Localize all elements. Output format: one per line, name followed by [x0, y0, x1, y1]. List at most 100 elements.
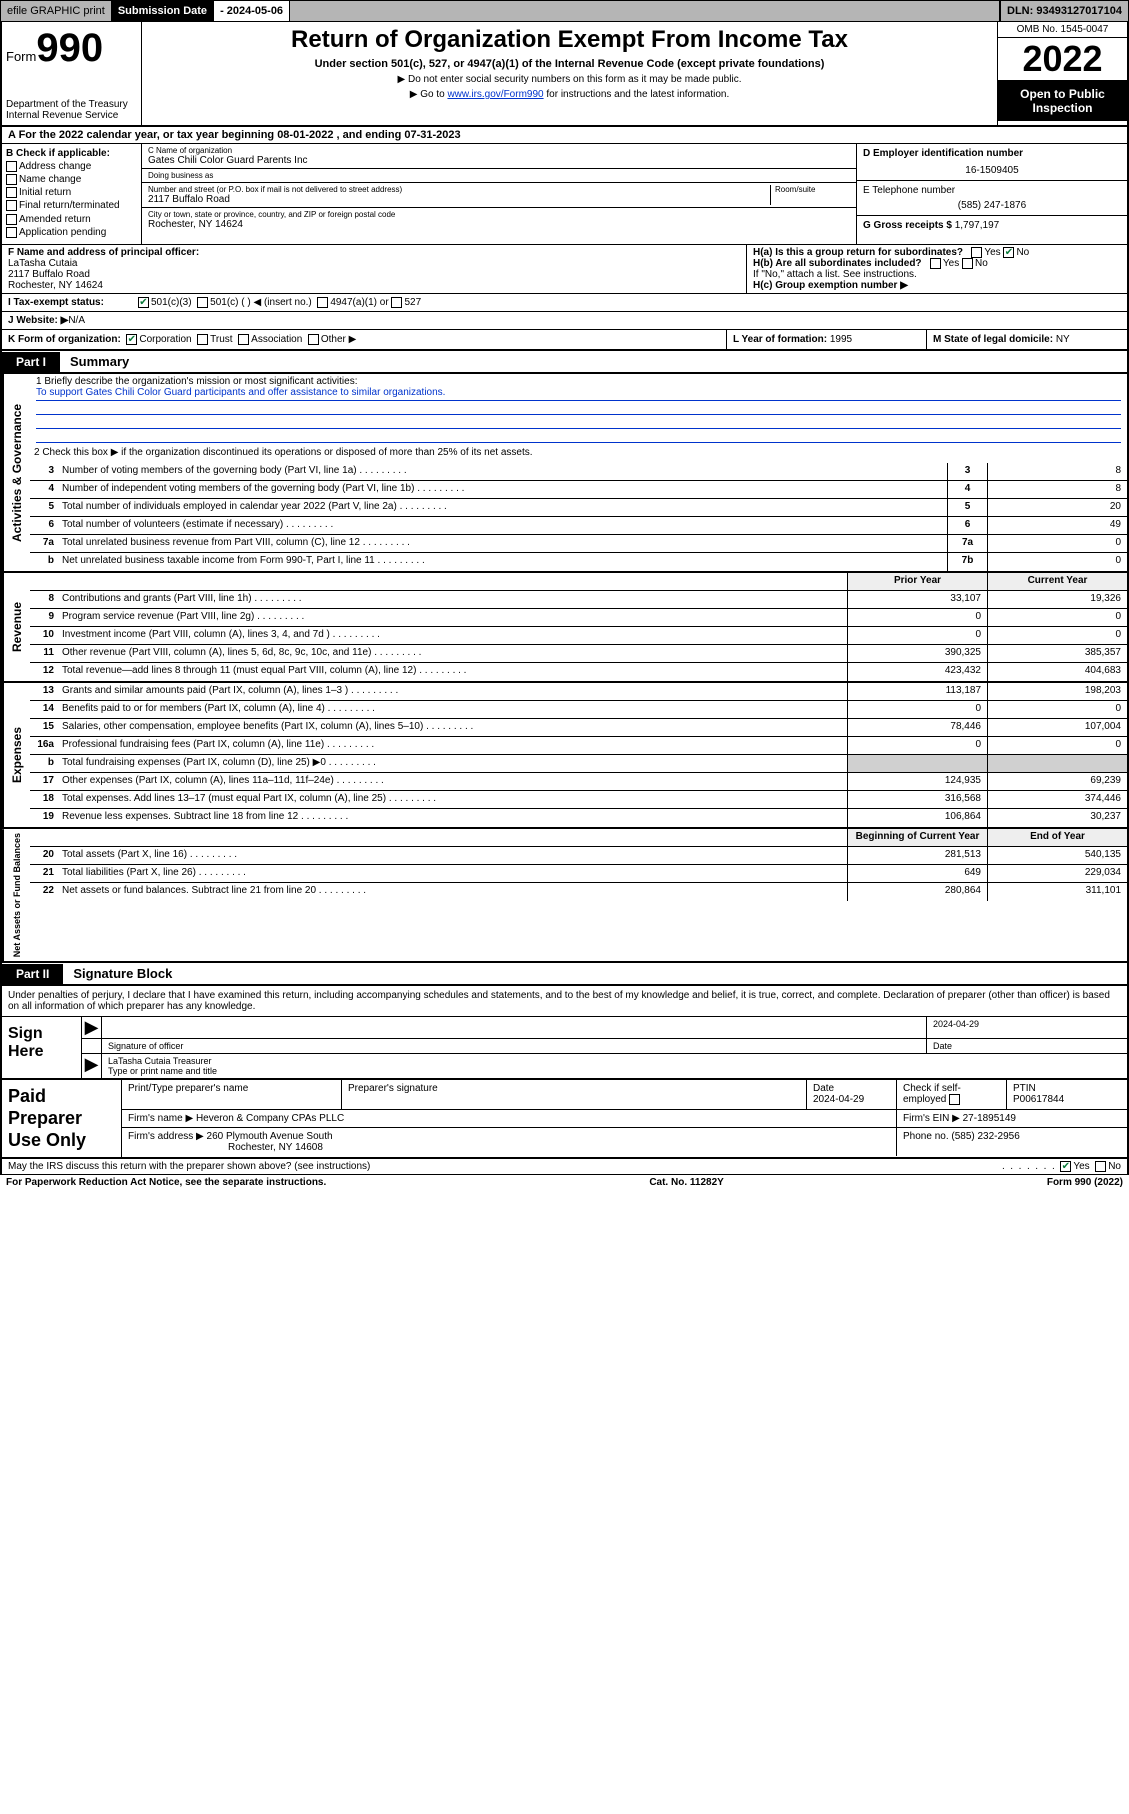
activities-governance-block: Activities & Governance 1 Briefly descri…	[0, 374, 1129, 573]
mission-label: 1 Briefly describe the organization's mi…	[36, 376, 1121, 387]
expenses-block: Expenses 13Grants and similar amounts pa…	[0, 683, 1129, 829]
line-22: 22Net assets or fund balances. Subtract …	[30, 883, 1127, 901]
prep-firm: Firm's name ▶ Heveron & Company CPAs PLL…	[122, 1110, 897, 1127]
paid-preparer-grid: Paid Preparer Use Only Print/Type prepar…	[0, 1080, 1129, 1159]
sig-date-label: Date	[927, 1039, 1127, 1053]
line-15: 15Salaries, other compensation, employee…	[30, 719, 1127, 737]
prep-firm-row: Firm's name ▶ Heveron & Company CPAs PLL…	[122, 1110, 1127, 1128]
f-addr2: Rochester, NY 14624	[8, 280, 740, 291]
footer-bottom: For Paperwork Reduction Act Notice, see …	[0, 1175, 1129, 1190]
irs-label: Internal Revenue Service	[6, 110, 137, 121]
net-assets-block: Net Assets or Fund Balances Beginning of…	[0, 829, 1129, 963]
line-7a: 7aTotal unrelated business revenue from …	[30, 535, 1127, 553]
current-year-hdr: Current Year	[987, 573, 1127, 590]
ein-label: D Employer identification number	[863, 148, 1121, 159]
irs-link[interactable]: www.irs.gov/Form990	[447, 89, 543, 100]
col-d-ein-tel: D Employer identification number 16-1509…	[857, 144, 1127, 244]
sig-row-3: ▶ LaTasha Cutaia Treasurer Type or print…	[82, 1054, 1127, 1078]
form-header: Form990 Department of the Treasury Inter…	[0, 22, 1129, 127]
cb-501c3[interactable]	[138, 297, 149, 308]
hb-note: If "No," attach a list. See instructions…	[753, 269, 1121, 280]
sig-row-1: ▶ 2024-04-29	[82, 1017, 1127, 1039]
tax-year: 2022	[998, 38, 1127, 81]
row-i-tax-exempt: I Tax-exempt status: 501(c)(3) 501(c) ( …	[0, 294, 1129, 312]
side-net-assets: Net Assets or Fund Balances	[2, 829, 30, 961]
tel-value: (585) 247-1876	[863, 200, 1121, 211]
col-b-checkboxes: B Check if applicable: Address change Na…	[2, 144, 142, 244]
topbar-spacer	[289, 0, 1000, 22]
cb-final-return[interactable]: Final return/terminated	[6, 200, 137, 211]
m-state-domicile: M State of legal domicile: NY	[927, 330, 1127, 349]
side-revenue: Revenue	[2, 573, 30, 681]
hc-row: H(c) Group exemption number ▶	[753, 280, 1121, 291]
city-cell: City or town, state or province, country…	[142, 208, 856, 232]
dept-treasury: Department of the Treasury	[6, 99, 137, 110]
net-body: Beginning of Current Year End of Year 20…	[30, 829, 1127, 961]
line-11: 11Other revenue (Part VIII, column (A), …	[30, 645, 1127, 663]
line-20: 20Total assets (Part X, line 16)281,5135…	[30, 847, 1127, 865]
cat-number: Cat. No. 11282Y	[649, 1177, 723, 1188]
prep-phone: Phone no. (585) 232-2956	[897, 1128, 1127, 1156]
line-3: 3Number of voting members of the governi…	[30, 463, 1127, 481]
arrow-icon-2: ▶	[82, 1054, 102, 1078]
cb-4947[interactable]	[317, 297, 328, 308]
cb-501c[interactable]	[197, 297, 208, 308]
form-subtitle: Under section 501(c), 527, or 4947(a)(1)…	[148, 58, 991, 70]
principal-officer: F Name and address of principal officer:…	[2, 245, 747, 293]
part-1-tag: Part I	[2, 352, 60, 372]
cb-other[interactable]	[308, 334, 319, 345]
hb-row: H(b) Are all subordinates included? Yes …	[753, 258, 1121, 269]
gross-value: 1,797,197	[955, 220, 1000, 231]
line-b: bTotal fundraising expenses (Part IX, co…	[30, 755, 1127, 773]
mission-blank-2	[36, 415, 1121, 429]
line-12: 12Total revenue—add lines 8 through 11 (…	[30, 663, 1127, 681]
room-label: Room/suite	[775, 185, 850, 194]
line-10: 10Investment income (Part VIII, column (…	[30, 627, 1127, 645]
prep-h2: Preparer's signature	[342, 1080, 807, 1108]
col-b-header: B Check if applicable:	[6, 148, 137, 159]
gross-label: G Gross receipts $	[863, 220, 955, 231]
mission-text: To support Gates Chili Color Guard parti…	[36, 387, 1121, 401]
cb-discuss-yes[interactable]	[1060, 1161, 1071, 1172]
j-value: N/A	[68, 315, 85, 326]
line-13: 13Grants and similar amounts paid (Part …	[30, 683, 1127, 701]
prep-ein: Firm's EIN ▶ 27-1895149	[897, 1110, 1127, 1127]
efile-label[interactable]: efile GRAPHIC print	[0, 0, 111, 22]
cb-discuss-no[interactable]	[1095, 1161, 1106, 1172]
open-public: Open to Public Inspection	[998, 81, 1127, 121]
cb-amended-return[interactable]: Amended return	[6, 214, 137, 225]
sign-here-label: Sign Here	[2, 1017, 82, 1078]
line-17: 17Other expenses (Part IX, column (A), l…	[30, 773, 1127, 791]
gov-body: 1 Briefly describe the organization's mi…	[30, 374, 1127, 571]
j-label: J Website: ▶	[8, 315, 68, 326]
street-cell: Number and street (or P.O. box if mail i…	[142, 183, 856, 208]
col-c-name-address: C Name of organization Gates Chili Color…	[142, 144, 857, 244]
col-headers-2: Beginning of Current Year End of Year	[30, 829, 1127, 847]
side-activities-governance: Activities & Governance	[2, 374, 30, 571]
omb-number: OMB No. 1545-0047	[998, 22, 1127, 38]
sign-here-grid: Sign Here ▶ 2024-04-29 Signature of offi…	[0, 1016, 1129, 1080]
dba-cell: Doing business as	[142, 169, 856, 183]
cb-527[interactable]	[391, 297, 402, 308]
mission-block: 1 Briefly describe the organization's mi…	[30, 374, 1127, 445]
mission-blank-1	[36, 401, 1121, 415]
cb-address-change[interactable]: Address change	[6, 161, 137, 172]
cb-corporation[interactable]	[126, 334, 137, 345]
exp-body: 13Grants and similar amounts paid (Part …	[30, 683, 1127, 827]
part-2-title: Signature Block	[63, 963, 182, 984]
cb-application-pending[interactable]: Application pending	[6, 227, 137, 238]
pra-notice: For Paperwork Reduction Act Notice, see …	[6, 1177, 326, 1188]
l-year-formation: L Year of formation: 1995	[727, 330, 927, 349]
line-5: 5Total number of individuals employed in…	[30, 499, 1127, 517]
h-group-return: H(a) Is this a group return for subordin…	[747, 245, 1127, 293]
part-2-tag: Part II	[2, 964, 63, 984]
line-9: 9Program service revenue (Part VIII, lin…	[30, 609, 1127, 627]
cb-name-change[interactable]: Name change	[6, 174, 137, 185]
line-4: 4Number of independent voting members of…	[30, 481, 1127, 499]
cb-initial-return[interactable]: Initial return	[6, 187, 137, 198]
cb-trust[interactable]	[197, 334, 208, 345]
rev-body: Prior Year Current Year 8Contributions a…	[30, 573, 1127, 681]
cb-association[interactable]	[238, 334, 249, 345]
part-1-header: Part I Summary	[0, 351, 1129, 374]
prep-addr: Firm's address ▶ 260 Plymouth Avenue Sou…	[122, 1128, 897, 1156]
